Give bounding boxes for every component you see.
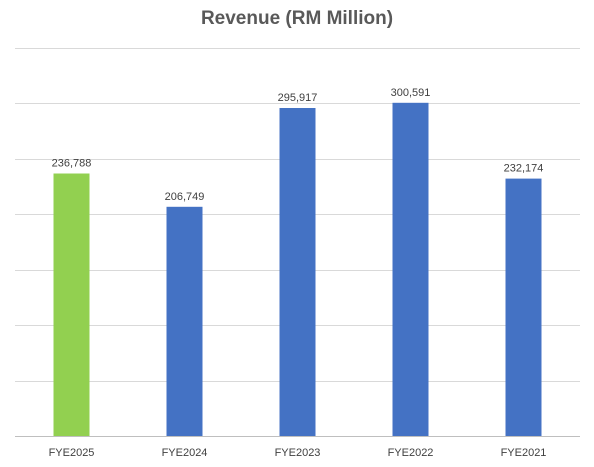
- bars: [53, 102, 542, 437]
- data-label-fye2025: 236,788: [52, 158, 92, 170]
- x-axis: FYE2025 FYE2024 FYE2023 FYE2022 FYE2021: [15, 436, 580, 459]
- x-tick-label-fye2022: FYE2022: [388, 447, 434, 459]
- chart-title: Revenue (RM Million): [200, 8, 394, 29]
- data-labels: 236,788 206,749 295,917 300,591 232,174: [52, 87, 544, 203]
- x-tick-label-fye2023: FYE2023: [275, 447, 321, 459]
- data-label-fye2021: 232,174: [504, 163, 544, 175]
- x-tick-label-fye2025: FYE2025: [49, 447, 95, 459]
- x-tick-label-fye2024: FYE2024: [162, 447, 208, 459]
- bar-fye2025: [53, 173, 90, 436]
- data-label-fye2023: 295,917: [278, 92, 318, 104]
- bar-fye2021: [505, 178, 542, 436]
- bar-fye2023: [279, 108, 316, 436]
- bar-fye2024: [166, 206, 203, 436]
- x-tick-label-fye2021: FYE2021: [501, 447, 547, 459]
- data-label-fye2022: 300,591: [391, 87, 431, 99]
- bar-fye2022: [392, 102, 429, 437]
- data-label-fye2024: 206,749: [165, 191, 205, 203]
